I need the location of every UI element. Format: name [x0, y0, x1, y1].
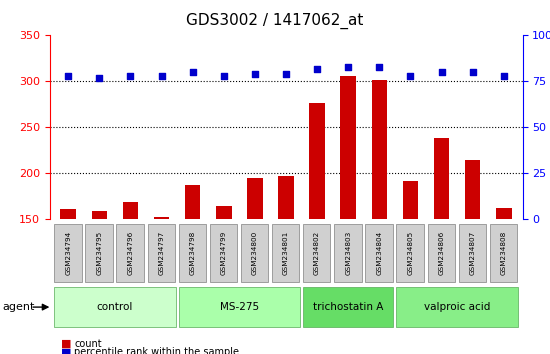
- Text: GSM234808: GSM234808: [501, 231, 507, 275]
- FancyBboxPatch shape: [179, 287, 300, 327]
- Point: [282, 71, 290, 77]
- Point: [375, 64, 384, 69]
- Text: GSM234796: GSM234796: [128, 231, 134, 275]
- Text: trichostatin A: trichostatin A: [313, 302, 383, 312]
- Text: GSM234803: GSM234803: [345, 231, 351, 275]
- Point: [313, 66, 322, 72]
- FancyBboxPatch shape: [397, 287, 518, 327]
- Text: GDS3002 / 1417062_at: GDS3002 / 1417062_at: [186, 12, 364, 29]
- Text: GSM234794: GSM234794: [65, 231, 71, 275]
- Bar: [403, 181, 418, 219]
- Text: GSM234798: GSM234798: [190, 231, 196, 275]
- Bar: [154, 217, 169, 219]
- FancyBboxPatch shape: [334, 224, 361, 282]
- Text: GSM234799: GSM234799: [221, 231, 227, 275]
- Point: [188, 69, 197, 75]
- Bar: [372, 80, 387, 219]
- Text: GSM234805: GSM234805: [408, 231, 414, 275]
- FancyBboxPatch shape: [303, 287, 393, 327]
- Point: [344, 64, 353, 69]
- Text: ■: ■: [60, 339, 72, 349]
- Text: valproic acid: valproic acid: [424, 302, 491, 312]
- Point: [468, 69, 477, 75]
- Bar: [496, 209, 512, 219]
- FancyBboxPatch shape: [303, 224, 331, 282]
- Point: [437, 69, 446, 75]
- Bar: [278, 176, 294, 219]
- FancyBboxPatch shape: [459, 224, 486, 282]
- Point: [499, 73, 508, 79]
- FancyBboxPatch shape: [241, 224, 268, 282]
- FancyBboxPatch shape: [427, 224, 455, 282]
- Text: count: count: [74, 339, 102, 349]
- Bar: [91, 211, 107, 219]
- Bar: [123, 202, 138, 219]
- Text: MS-275: MS-275: [220, 302, 259, 312]
- Bar: [185, 184, 200, 219]
- FancyBboxPatch shape: [147, 224, 175, 282]
- Bar: [247, 178, 263, 219]
- Point: [157, 73, 166, 79]
- FancyBboxPatch shape: [365, 224, 393, 282]
- Point: [64, 73, 73, 79]
- Text: GSM234802: GSM234802: [314, 231, 320, 275]
- Text: GSM234801: GSM234801: [283, 231, 289, 275]
- Text: GSM234807: GSM234807: [470, 231, 476, 275]
- Text: percentile rank within the sample: percentile rank within the sample: [74, 347, 239, 354]
- Point: [250, 71, 259, 77]
- Point: [406, 73, 415, 79]
- Text: GSM234797: GSM234797: [158, 231, 164, 275]
- Bar: [340, 76, 356, 219]
- FancyBboxPatch shape: [397, 224, 424, 282]
- Bar: [309, 103, 325, 219]
- Bar: [216, 206, 232, 219]
- FancyBboxPatch shape: [117, 224, 144, 282]
- Text: GSM234806: GSM234806: [438, 231, 444, 275]
- FancyBboxPatch shape: [272, 224, 299, 282]
- Text: GSM234804: GSM234804: [376, 231, 382, 275]
- FancyBboxPatch shape: [179, 224, 206, 282]
- FancyBboxPatch shape: [54, 224, 81, 282]
- Bar: [465, 160, 481, 219]
- FancyBboxPatch shape: [85, 224, 113, 282]
- Text: agent: agent: [3, 302, 35, 312]
- Text: GSM234800: GSM234800: [252, 231, 258, 275]
- Bar: [60, 209, 76, 219]
- FancyBboxPatch shape: [490, 224, 517, 282]
- Text: GSM234795: GSM234795: [96, 231, 102, 275]
- FancyBboxPatch shape: [210, 224, 237, 282]
- Text: control: control: [97, 302, 133, 312]
- Bar: [434, 138, 449, 219]
- Text: ■: ■: [60, 347, 72, 354]
- FancyBboxPatch shape: [54, 287, 175, 327]
- Point: [95, 75, 104, 81]
- Point: [126, 73, 135, 79]
- Point: [219, 73, 228, 79]
